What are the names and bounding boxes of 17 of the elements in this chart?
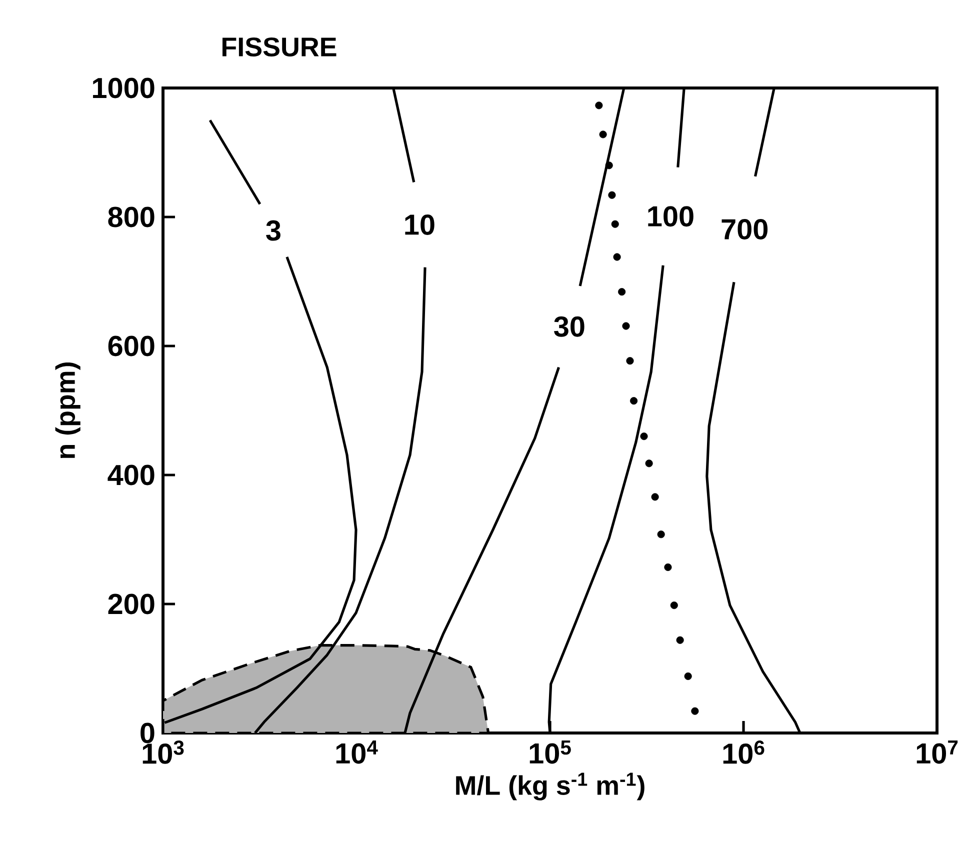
y-tick-label: 800 (108, 206, 154, 228)
y-tick-label: 400 (108, 464, 154, 486)
x-tick-label: 10$^{5}$ (530, 740, 571, 764)
series-label: 100 (648, 206, 694, 227)
y-axis-title: n (ppm) (55, 362, 80, 458)
series-label: 700 (722, 219, 768, 240)
series-label: 3 (266, 220, 280, 241)
series-label: 10 (405, 214, 434, 235)
x-tick-label: 10$^{7}$ (916, 740, 958, 764)
y-tick-label: 600 (108, 336, 154, 356)
chart-title: FISSURE (222, 37, 336, 56)
y-tick-label: 200 (108, 594, 154, 614)
x-tick-label: 10$^{4}$ (336, 740, 378, 764)
x-axis-title: M/L (kg s$^{-1}$ m$^{-1}$) (456, 772, 644, 800)
series-label: 30 (554, 316, 584, 337)
y-tick-label: 1000 (93, 78, 154, 98)
x-tick-label: 10$^{6}$ (723, 740, 764, 764)
